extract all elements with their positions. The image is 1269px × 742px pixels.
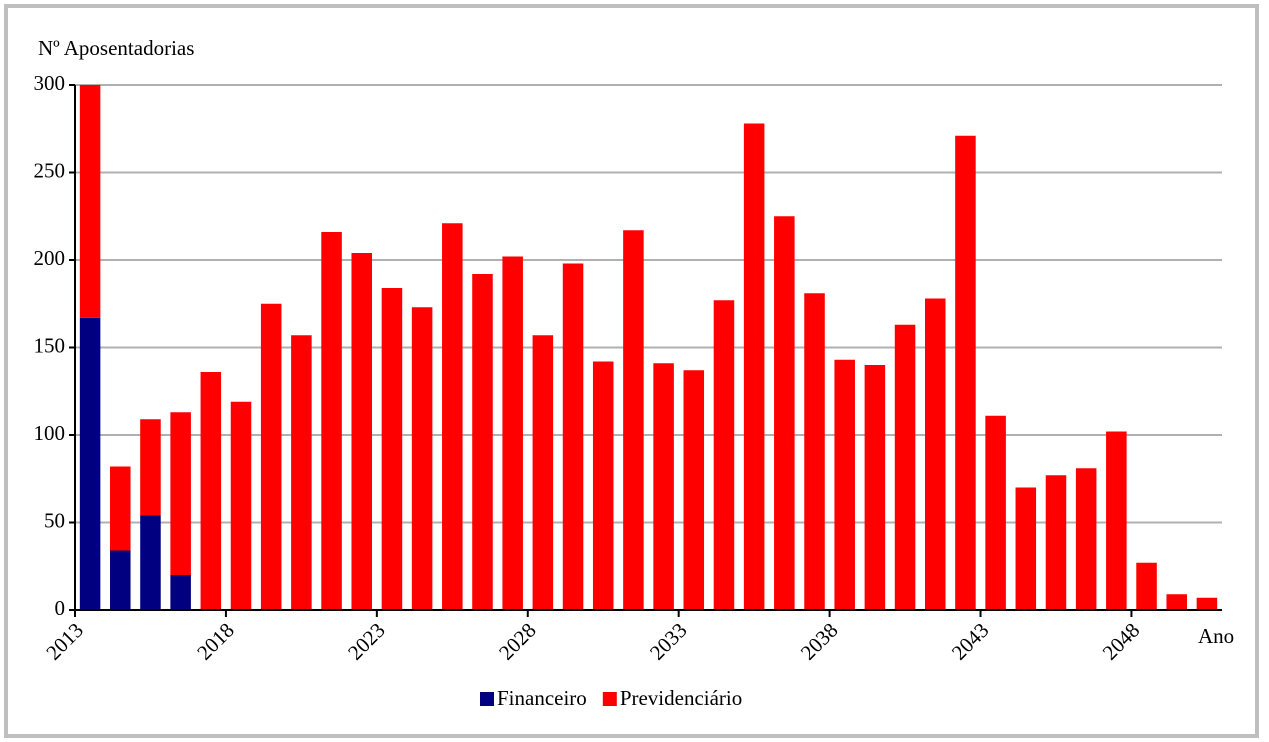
bar-segment — [170, 575, 191, 610]
bar-segment — [170, 412, 191, 575]
bar-segment — [562, 263, 584, 610]
bar-segment — [713, 300, 735, 610]
legend-label: Previdenciário — [620, 686, 742, 710]
x-tick-label: 2028 — [494, 618, 541, 665]
bar-segment — [442, 223, 463, 610]
bar-segment — [683, 370, 705, 610]
bar-segment — [1136, 562, 1157, 610]
legend-swatch — [602, 692, 617, 706]
x-tick-label: 2048 — [1098, 618, 1145, 665]
bar-segment — [623, 230, 644, 610]
bar-segment — [1166, 594, 1187, 610]
bar-segment — [1106, 431, 1127, 610]
bar-segment — [985, 415, 1006, 610]
bar-segment — [1045, 475, 1067, 610]
x-tick-label: 2018 — [192, 618, 239, 665]
bar-segment — [230, 401, 252, 610]
y-tick-label: 250 — [34, 158, 66, 182]
bar-segment — [351, 253, 373, 610]
bar-segment — [1015, 487, 1037, 610]
legend-swatch — [480, 692, 494, 706]
bar-segment — [1075, 468, 1097, 610]
bar-segment — [79, 85, 101, 318]
bar-segment — [743, 123, 765, 610]
bar-segment — [110, 550, 131, 610]
bar-segment — [924, 298, 946, 610]
bar-segment — [291, 335, 312, 610]
bar-segment — [502, 256, 523, 610]
x-tick-label: 2038 — [796, 618, 843, 665]
legend-label: Financeiro — [497, 686, 587, 710]
bar-segment — [804, 293, 825, 610]
y-tick-label: 100 — [34, 421, 66, 445]
bar-segment — [1196, 597, 1218, 610]
bar-segment — [381, 288, 403, 610]
x-axis-label: Ano — [1198, 624, 1234, 648]
x-tick-label: 2023 — [343, 618, 390, 665]
bar-segment — [110, 466, 131, 551]
bar-segment — [472, 274, 493, 610]
bar-segment — [260, 303, 282, 610]
bar-segment — [321, 232, 342, 610]
bar-segment — [79, 317, 101, 610]
bar-segment — [955, 135, 976, 610]
bar-segment — [140, 515, 161, 610]
chart-frame — [4, 4, 1259, 738]
bar-segment — [592, 361, 614, 610]
y-tick-label: 50 — [44, 508, 65, 532]
x-tick-label: 2013 — [41, 618, 88, 665]
bar-segment — [834, 359, 855, 610]
bar-segment — [864, 365, 886, 610]
x-tick-label: 2033 — [645, 618, 692, 665]
y-tick-label: 300 — [34, 71, 66, 95]
bar-segment — [894, 324, 916, 610]
bar-segment — [532, 335, 554, 610]
bar-segment — [140, 419, 161, 516]
bar-segment — [774, 216, 795, 610]
bar-segment — [200, 372, 222, 610]
x-tick-label: 2043 — [947, 618, 994, 665]
bar-segment — [411, 307, 433, 610]
bar-segment — [653, 363, 674, 610]
y-tick-label: 150 — [34, 333, 66, 357]
y-tick-label: 0 — [55, 596, 66, 620]
y-tick-label: 200 — [34, 246, 66, 270]
y-axis-label: Nº Aposentadorias — [38, 36, 194, 60]
